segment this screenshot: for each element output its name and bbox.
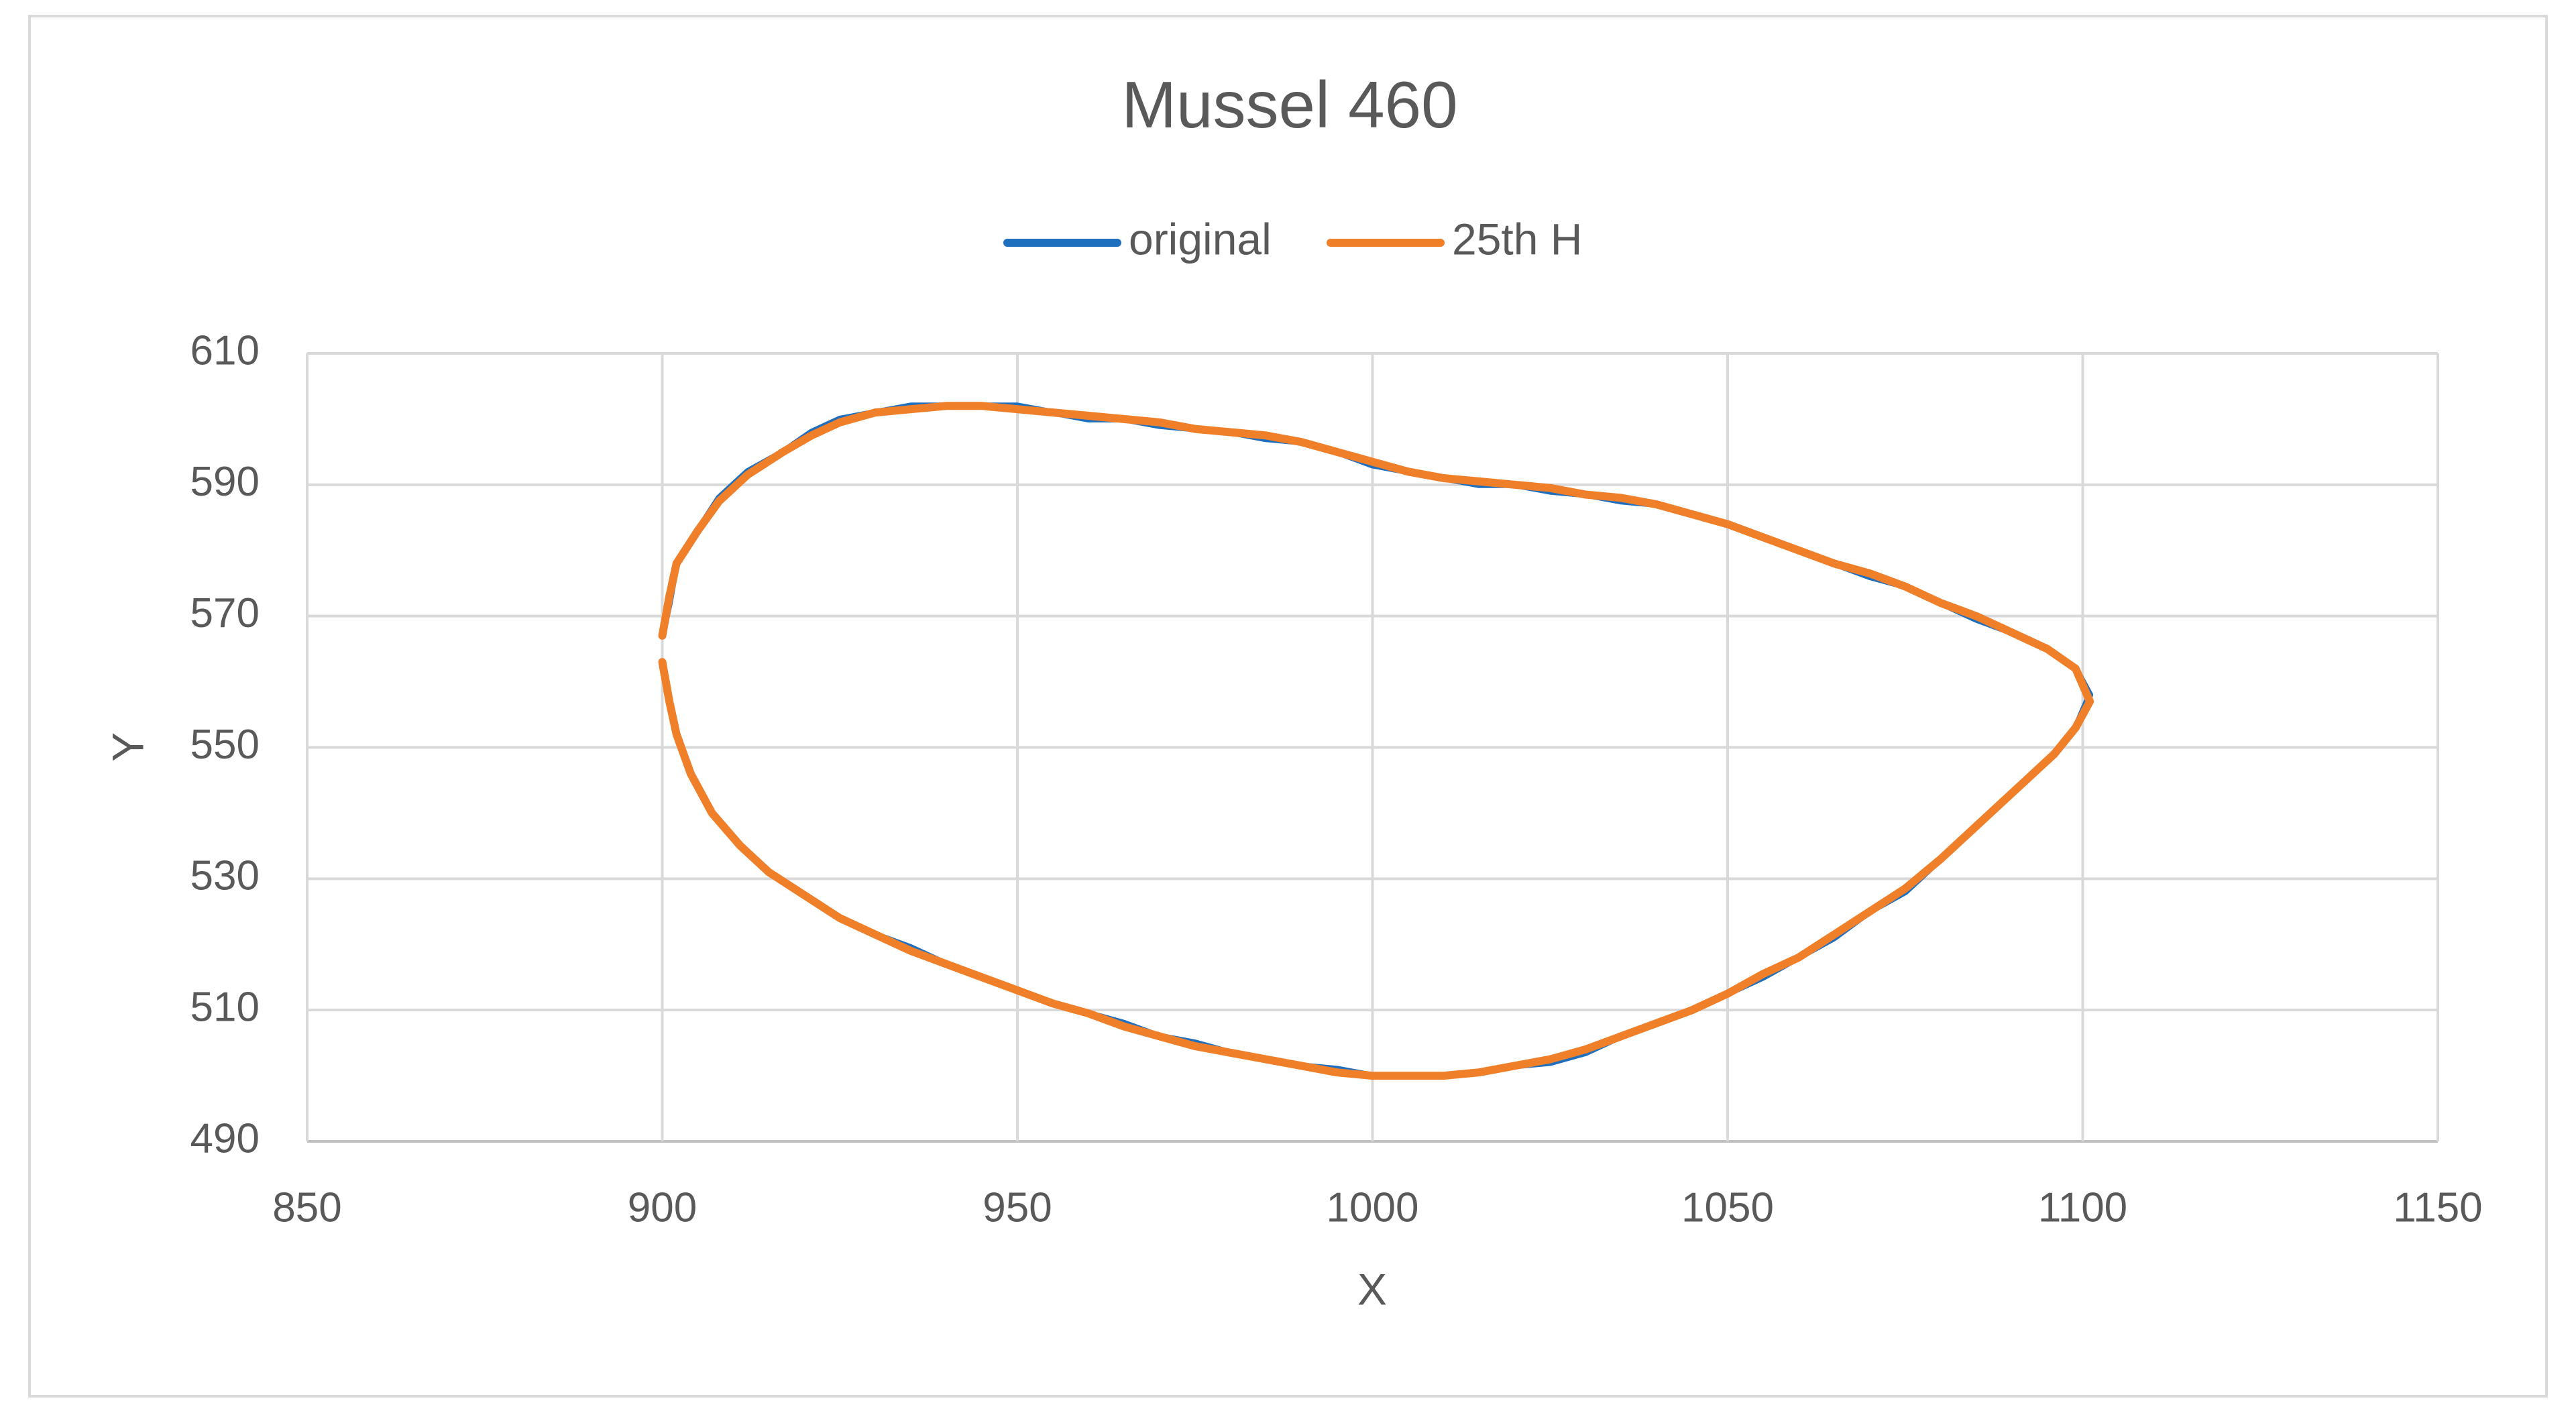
y-tick-label: 570 xyxy=(190,590,260,636)
x-tick-label: 950 xyxy=(983,1184,1052,1231)
x-tick-label: 900 xyxy=(628,1184,697,1231)
y-tick-label: 550 xyxy=(190,722,260,768)
legend-label: original xyxy=(1129,214,1272,264)
y-tick-label: 610 xyxy=(190,327,260,374)
chart-title: Mussel 460 xyxy=(1121,68,1457,141)
x-tick-label: 850 xyxy=(272,1184,341,1231)
chart-border xyxy=(28,15,2548,1398)
y-axis-title: Y xyxy=(103,732,152,762)
legend-label: 25th H xyxy=(1452,214,1582,264)
x-tick-label: 1100 xyxy=(2038,1184,2127,1231)
y-tick-label: 530 xyxy=(190,853,260,899)
y-tick-label: 510 xyxy=(190,984,260,1031)
x-axis-title: X xyxy=(1357,1264,1387,1314)
x-tick-label: 1050 xyxy=(1681,1184,1774,1231)
y-tick-label: 490 xyxy=(190,1115,260,1161)
x-tick-label: 1000 xyxy=(1327,1184,1419,1231)
y-tick-label: 590 xyxy=(190,459,260,505)
x-tick-label: 1150 xyxy=(2393,1184,2482,1231)
series-line xyxy=(658,402,2094,1080)
